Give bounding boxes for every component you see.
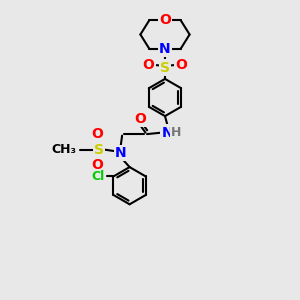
Text: O: O — [134, 112, 146, 125]
Text: O: O — [92, 158, 104, 172]
Text: O: O — [142, 58, 154, 72]
Text: O: O — [176, 58, 188, 72]
Text: S: S — [160, 61, 170, 74]
Text: S: S — [94, 143, 104, 157]
Text: N: N — [115, 146, 126, 160]
Text: N: N — [162, 126, 173, 140]
Text: H: H — [171, 126, 182, 139]
Text: O: O — [92, 127, 104, 141]
Text: N: N — [159, 42, 171, 56]
Text: CH₃: CH₃ — [51, 143, 76, 156]
Text: Cl: Cl — [91, 170, 104, 183]
Text: O: O — [159, 13, 171, 27]
